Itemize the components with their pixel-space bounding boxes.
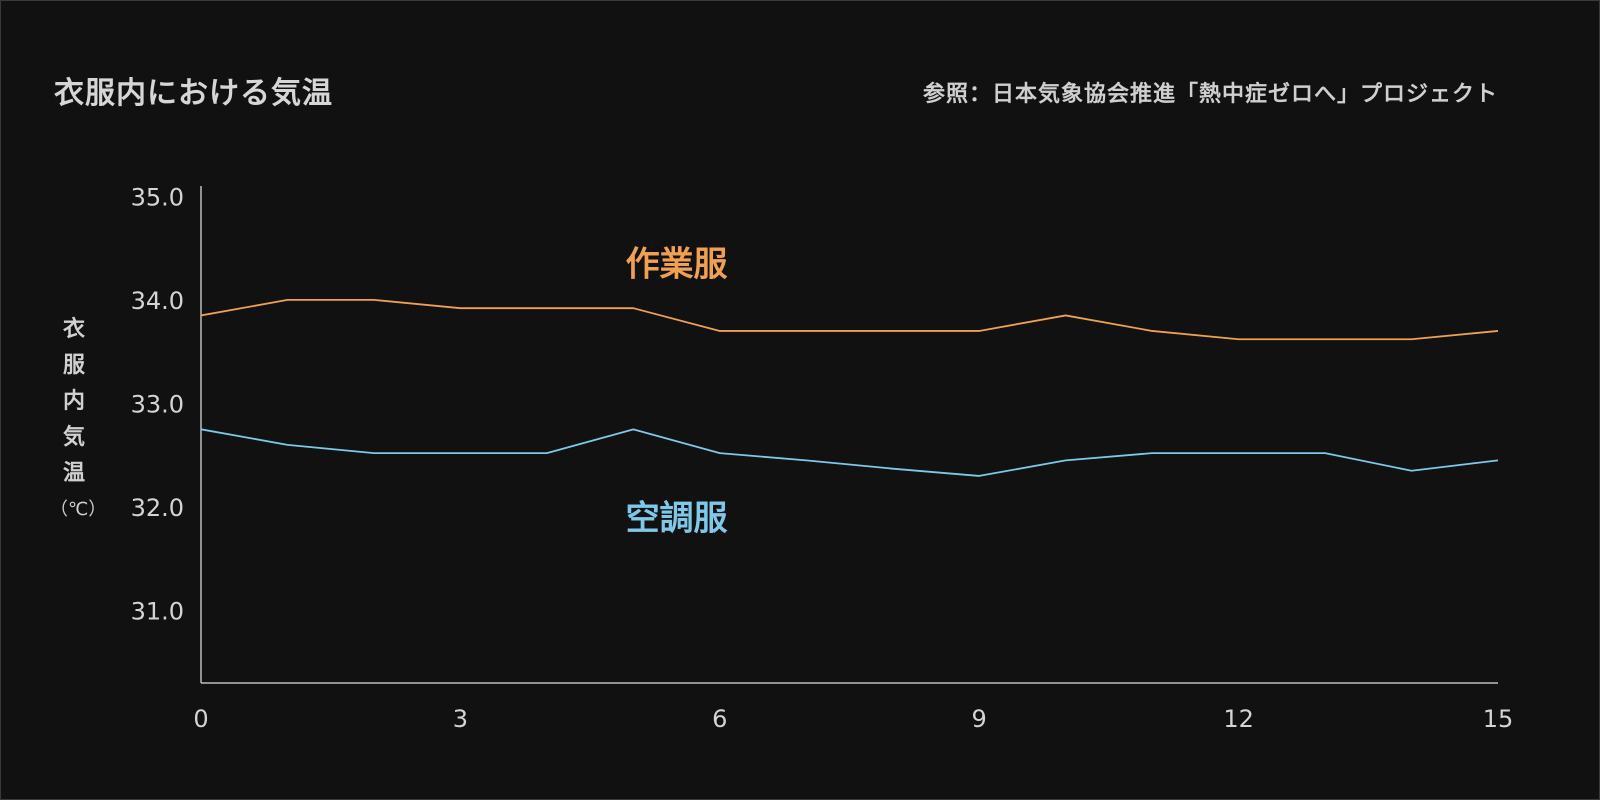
x-tick-label: 12	[1223, 705, 1254, 733]
series-line	[200, 298, 1499, 341]
x-tick-label: 9	[972, 705, 987, 733]
y-axis-label: 衣 服 内 気 温 （℃）	[50, 312, 107, 528]
series-label: 空調服	[626, 498, 728, 538]
series-line	[200, 428, 1499, 477]
y-tick-label: 35.0	[131, 183, 184, 211]
y-tick-label: 32.0	[131, 494, 184, 522]
x-tick-label: 3	[453, 705, 468, 733]
series-label: 作業服	[626, 245, 728, 285]
y-axis-label-char: 気	[62, 425, 85, 450]
x-tick-label: 6	[712, 705, 727, 733]
y-axis-label-char: 衣	[62, 317, 85, 342]
x-tick-label: 15	[1483, 705, 1514, 733]
y-tick-label: 34.0	[131, 287, 184, 315]
y-axis-label-char: 内	[62, 389, 85, 414]
chart-title: 衣服内における気温	[54, 76, 333, 111]
x-tick-label: 0	[193, 705, 208, 733]
y-axis-unit: （℃）	[50, 499, 107, 520]
y-axis-label-char: 服	[62, 353, 85, 378]
chart-source: 参照：日本気象協会推進「熱中症ゼロへ」プロジェクト	[922, 82, 1498, 107]
y-axis-label-char: 温	[62, 461, 85, 486]
y-tick-label: 33.0	[131, 390, 184, 418]
y-tick-label: 31.0	[131, 598, 184, 626]
